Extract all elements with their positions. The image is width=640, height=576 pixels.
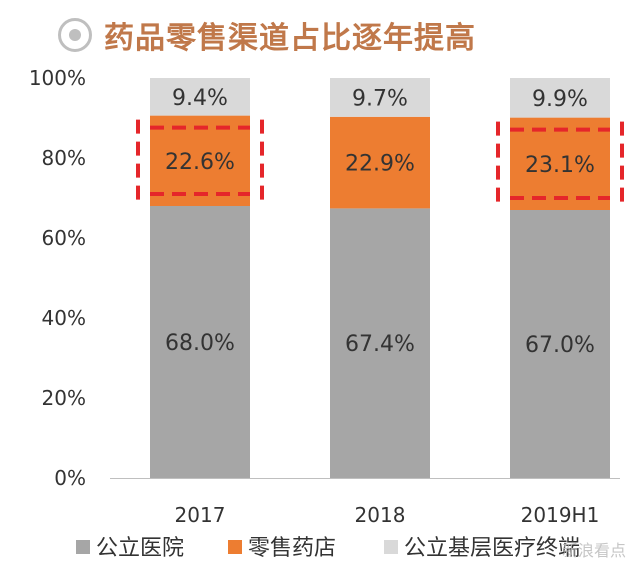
bar-segment xyxy=(150,206,250,478)
data-label: 9.4% xyxy=(172,86,228,111)
bar-segment xyxy=(330,208,430,478)
bar-segment xyxy=(510,117,610,210)
data-label: 67.4% xyxy=(345,332,415,357)
x-tick-label: 2017 xyxy=(175,503,226,527)
x-tick-label: 2019H1 xyxy=(521,503,600,527)
bar-segment xyxy=(150,115,250,206)
data-label: 22.9% xyxy=(345,152,415,177)
data-label: 23.1% xyxy=(525,153,595,178)
target-circle-icon xyxy=(58,18,92,52)
y-tick-label: 60% xyxy=(42,226,86,250)
bar-segment xyxy=(330,78,430,117)
y-tick-label: 80% xyxy=(42,146,86,170)
y-tick-label: 100% xyxy=(29,66,86,90)
bar-segment xyxy=(330,116,430,209)
legend-swatch xyxy=(384,540,398,554)
legend-label: 公立医院 xyxy=(96,536,184,561)
data-label: 9.7% xyxy=(352,86,408,111)
data-label: 22.6% xyxy=(165,150,235,175)
legend-label: 零售药店 xyxy=(248,536,336,561)
data-label: 67.0% xyxy=(525,333,595,358)
legend-swatch xyxy=(76,540,90,554)
legend-swatch xyxy=(228,540,242,554)
y-tick-label: 40% xyxy=(42,306,86,330)
data-label: 9.9% xyxy=(532,87,588,112)
bar-segment xyxy=(510,210,610,478)
bar-segment xyxy=(510,78,610,118)
legend-label: 公立基层医疗终端 xyxy=(404,536,580,561)
y-tick-label: 0% xyxy=(54,466,86,490)
data-label: 68.0% xyxy=(165,331,235,356)
watermark-text: 新浪看点 xyxy=(562,541,626,560)
y-tick-label: 20% xyxy=(42,386,86,410)
chart-title: 药品零售渠道占比逐年提高 xyxy=(104,21,476,56)
bar-segment xyxy=(150,78,250,116)
chart-title-bar: 药品零售渠道占比逐年提高 xyxy=(58,10,476,60)
x-tick-label: 2018 xyxy=(355,503,406,527)
